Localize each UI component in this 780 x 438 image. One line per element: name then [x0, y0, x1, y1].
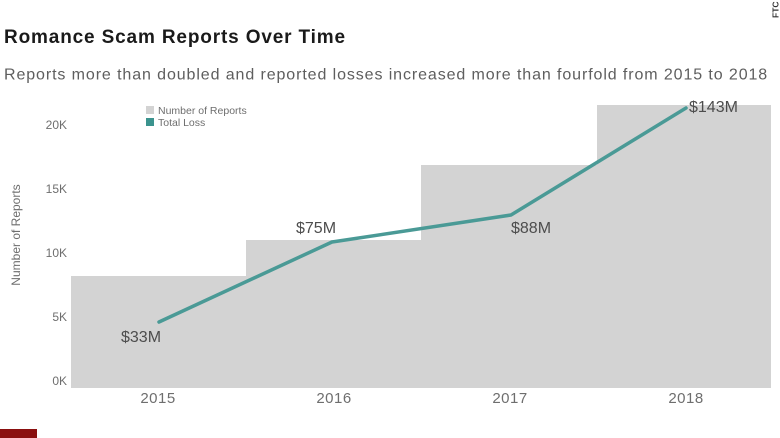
svg-text:0K: 0K [52, 374, 67, 388]
svg-text:20K: 20K [46, 118, 67, 132]
svg-text:Total Loss: Total Loss [158, 117, 205, 129]
svg-text:5K: 5K [52, 310, 67, 324]
svg-text:$143M: $143M [689, 99, 738, 116]
svg-text:Reports more than doubled and: Reports more than doubled and reported l… [4, 67, 768, 84]
svg-text:2015: 2015 [140, 390, 175, 407]
svg-text:$75M: $75M [296, 220, 336, 237]
svg-text:FTC: FTC [771, 1, 780, 18]
svg-text:$33M: $33M [121, 329, 161, 346]
svg-text:2017: 2017 [492, 390, 527, 407]
svg-text:2016: 2016 [316, 390, 351, 407]
svg-text:Romance Scam Reports Over Time: Romance Scam Reports Over Time [4, 27, 346, 48]
svg-text:Number of Reports: Number of Reports [158, 105, 247, 117]
svg-text:10K: 10K [46, 246, 67, 260]
svg-text:15K: 15K [46, 182, 67, 196]
svg-text:Number of Reports: Number of Reports [9, 184, 23, 285]
svg-text:$88M: $88M [511, 220, 551, 237]
svg-text:2018: 2018 [668, 390, 703, 407]
